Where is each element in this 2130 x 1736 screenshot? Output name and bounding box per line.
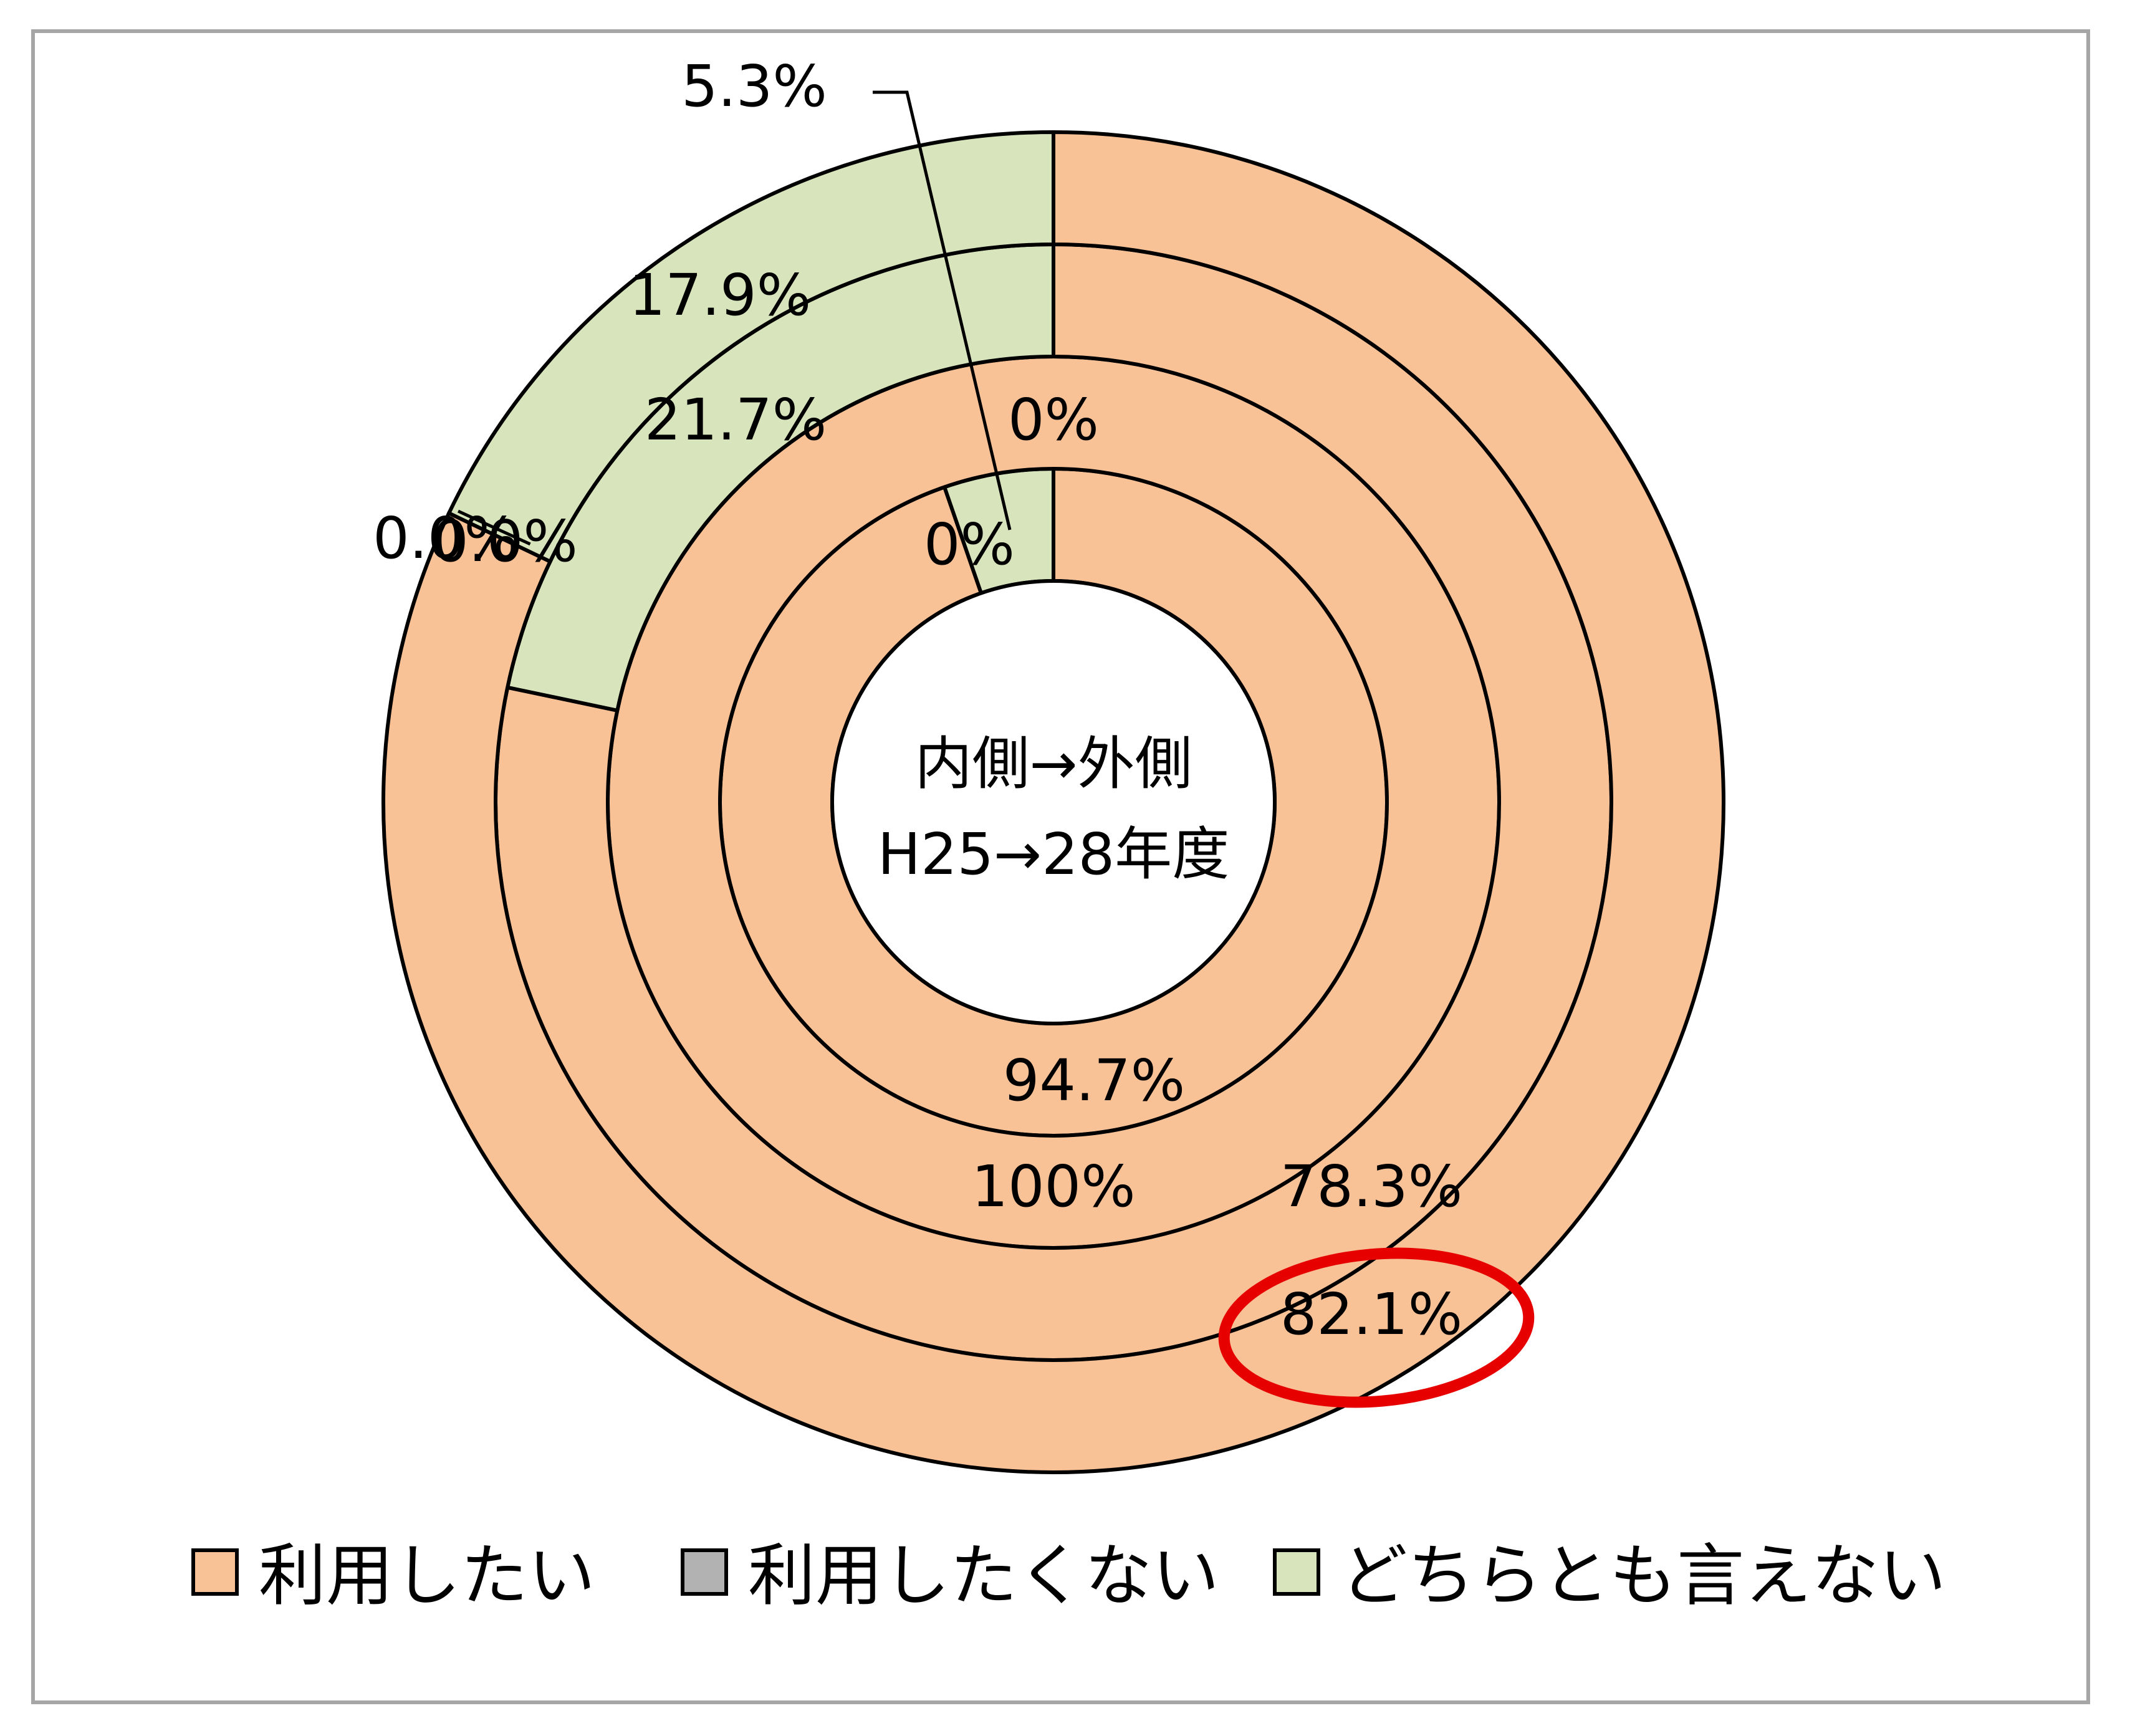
legend: 利用したい 利用したくない どちらとも言えない	[191, 1537, 1946, 1615]
ring-3-label-1: 78.3%	[1280, 1153, 1462, 1220]
legend-swatch-3	[1273, 1548, 1320, 1596]
ring-4-label-1: 82.1%	[1280, 1281, 1462, 1348]
legend-swatch-1	[191, 1548, 239, 1596]
legend-swatch-2	[681, 1548, 728, 1596]
ring-3-label-3: 21.7%	[645, 386, 827, 453]
ring-4-label-3: 17.9%	[629, 262, 811, 328]
ring-2-label-2: 0%	[924, 511, 1015, 578]
data-labels: 94.7% 5.3% 100% 0% 0% 78.3% 0.0% 21.7% 82.1% 0.0%…	[373, 53, 1462, 1348]
center-text-line-2: H25→28年度	[878, 821, 1229, 888]
leader-line-ring-4	[457, 509, 531, 546]
ring-2-label-3: 0%	[1008, 386, 1099, 453]
legend-label-3: どちらとも言えない	[1340, 1537, 1946, 1615]
ring-3-label-2: 0.0%	[432, 508, 578, 575]
rings-layer	[381, 130, 1725, 1474]
ring-4-label-2: 0.0%	[373, 505, 519, 572]
leader-lines	[457, 90, 1012, 546]
legend-label-2: 利用したくない	[748, 1537, 1219, 1615]
leader-line-ring-1	[873, 90, 1012, 530]
ring-2-label-1: 100%	[971, 1153, 1135, 1220]
highlight-ellipse	[1218, 1247, 1535, 1408]
ring-1-label-3: 5.3%	[681, 53, 827, 120]
center-text-line-1: 内側→外側	[914, 731, 1192, 797]
legend-label-1: 利用したい	[259, 1537, 595, 1615]
ring-4-slice-3	[446, 130, 1055, 564]
center-hole	[830, 579, 1277, 1025]
ring-4-slice-1	[381, 130, 1725, 1474]
ring-1-label-1: 94.7%	[1003, 1047, 1185, 1114]
